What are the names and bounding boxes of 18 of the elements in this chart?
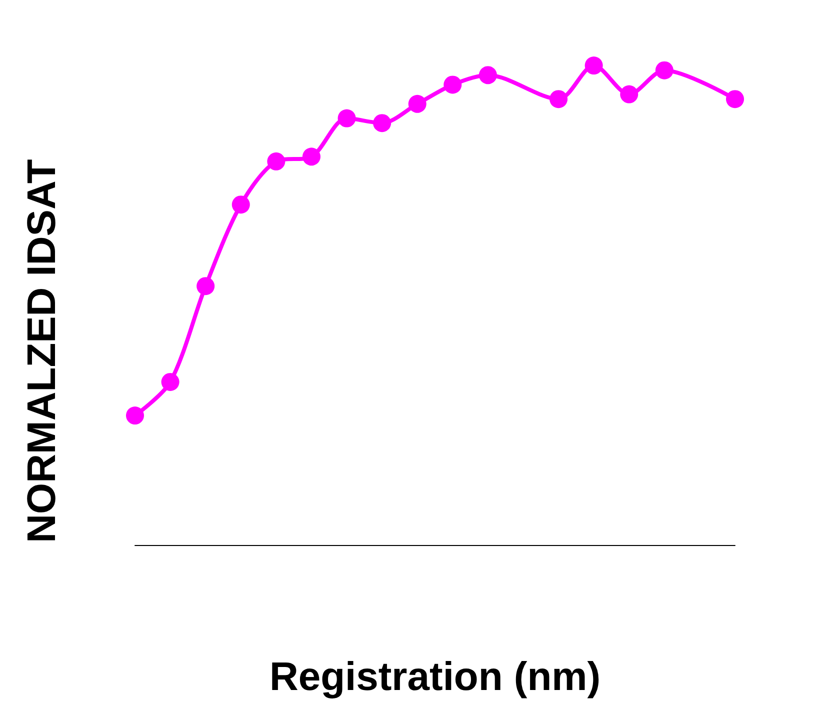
point [550, 90, 568, 108]
point [126, 406, 144, 425]
point [338, 109, 356, 128]
point [267, 152, 286, 170]
point [444, 76, 462, 94]
y-axis-title: NORMALZED IDSAT [20, 159, 64, 543]
point [373, 114, 392, 132]
point [726, 90, 744, 108]
point [655, 61, 674, 80]
point [584, 56, 603, 75]
x-axis-title: Registration (nm) [269, 655, 601, 699]
point [232, 196, 250, 214]
point [302, 148, 320, 166]
point [478, 66, 497, 84]
point [408, 94, 426, 113]
point [161, 372, 180, 391]
point [620, 85, 638, 104]
point [196, 277, 215, 296]
